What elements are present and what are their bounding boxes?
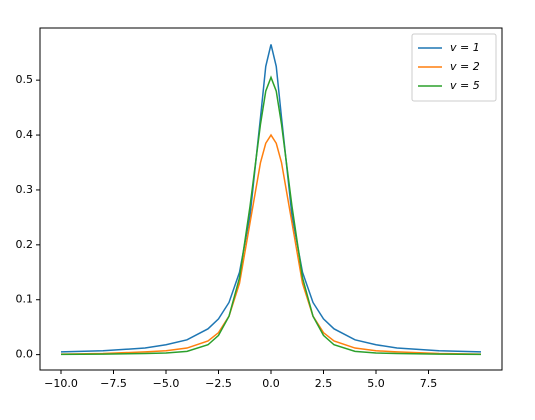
x-tick-label: −2.5 — [205, 377, 232, 390]
legend-label: v = 2 — [450, 60, 480, 73]
legend: v = 1 v = 2 v = 5 — [411, 33, 497, 102]
x-tick-label: 0.0 — [262, 377, 280, 390]
series-line — [60, 44, 482, 353]
x-tick-label: −10.0 — [44, 377, 78, 390]
legend-label: v = 1 — [450, 41, 480, 54]
y-tick-label: 0.4 — [16, 128, 34, 141]
legend-box — [411, 33, 497, 102]
series-line — [60, 133, 482, 355]
x-tick-label: −5.0 — [153, 377, 180, 390]
series-line — [60, 75, 482, 356]
y-tick-label: 0.1 — [16, 293, 34, 306]
legend-label: v = 5 — [450, 79, 480, 92]
y-tick-label: 0.2 — [16, 238, 34, 251]
y-tick-label: 0.0 — [16, 348, 34, 361]
x-tick-label: 7.5 — [420, 377, 438, 390]
x-tick-label: −7.5 — [100, 377, 127, 390]
x-tick-label: 2.5 — [315, 377, 333, 390]
y-tick-label: 0.3 — [16, 183, 34, 196]
y-tick-label: 0.5 — [16, 73, 34, 86]
x-tick-label: 5.0 — [367, 377, 385, 390]
